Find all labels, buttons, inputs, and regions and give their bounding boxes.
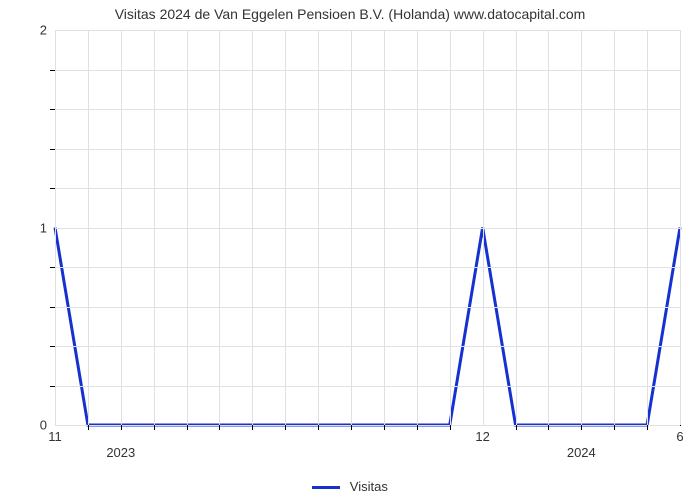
chart-title: Visitas 2024 de Van Eggelen Pensioen B.V… xyxy=(0,6,700,22)
y-axis-tick-label: 0 xyxy=(40,418,47,433)
grid-line-horizontal xyxy=(55,346,680,347)
x-axis-minor-tick xyxy=(581,425,582,430)
x-axis-minor-tick xyxy=(318,425,319,430)
x-axis-tick-label: 6 xyxy=(676,429,683,444)
y-axis-minor-tick xyxy=(50,346,55,347)
x-axis-minor-tick xyxy=(121,425,122,430)
plot-area: 0121112620232024 xyxy=(55,30,681,426)
x-axis-minor-tick xyxy=(450,425,451,430)
grid-line-horizontal xyxy=(55,425,680,426)
x-axis-minor-tick xyxy=(187,425,188,430)
x-axis-year-label: 2024 xyxy=(567,445,596,460)
legend: Visitas xyxy=(0,479,700,494)
y-axis-minor-tick xyxy=(50,307,55,308)
grid-line-horizontal xyxy=(55,188,680,189)
y-axis-tick-label: 2 xyxy=(40,23,47,38)
legend-label: Visitas xyxy=(350,479,388,494)
x-axis-minor-tick xyxy=(417,425,418,430)
x-axis-minor-tick xyxy=(219,425,220,430)
y-axis-minor-tick xyxy=(50,386,55,387)
y-axis-minor-tick xyxy=(50,267,55,268)
y-axis-minor-tick xyxy=(50,109,55,110)
x-axis-minor-tick xyxy=(614,425,615,430)
y-axis-minor-tick xyxy=(50,188,55,189)
x-axis-tick-label: 11 xyxy=(48,429,62,444)
grid-line-horizontal xyxy=(55,228,680,229)
grid-line-horizontal xyxy=(55,307,680,308)
grid-line-horizontal xyxy=(55,149,680,150)
x-axis-minor-tick xyxy=(252,425,253,430)
x-axis-minor-tick xyxy=(548,425,549,430)
x-axis-tick-label: 12 xyxy=(475,429,489,444)
x-axis-minor-tick xyxy=(285,425,286,430)
x-axis-minor-tick xyxy=(88,425,89,430)
chart-container: Visitas 2024 de Van Eggelen Pensioen B.V… xyxy=(0,0,700,500)
grid-line-horizontal xyxy=(55,70,680,71)
legend-swatch xyxy=(312,486,340,489)
y-axis-tick-label: 1 xyxy=(40,220,47,235)
grid-line-horizontal xyxy=(55,267,680,268)
y-axis-minor-tick xyxy=(50,149,55,150)
x-axis-minor-tick xyxy=(647,425,648,430)
y-axis-minor-tick xyxy=(50,70,55,71)
x-axis-minor-tick xyxy=(516,425,517,430)
grid-line-horizontal xyxy=(55,109,680,110)
x-axis-minor-tick xyxy=(351,425,352,430)
grid-line-vertical xyxy=(680,30,681,425)
grid-line-horizontal xyxy=(55,30,680,31)
x-axis-minor-tick xyxy=(154,425,155,430)
x-axis-year-label: 2023 xyxy=(106,445,135,460)
grid-line-horizontal xyxy=(55,386,680,387)
x-axis-minor-tick xyxy=(384,425,385,430)
